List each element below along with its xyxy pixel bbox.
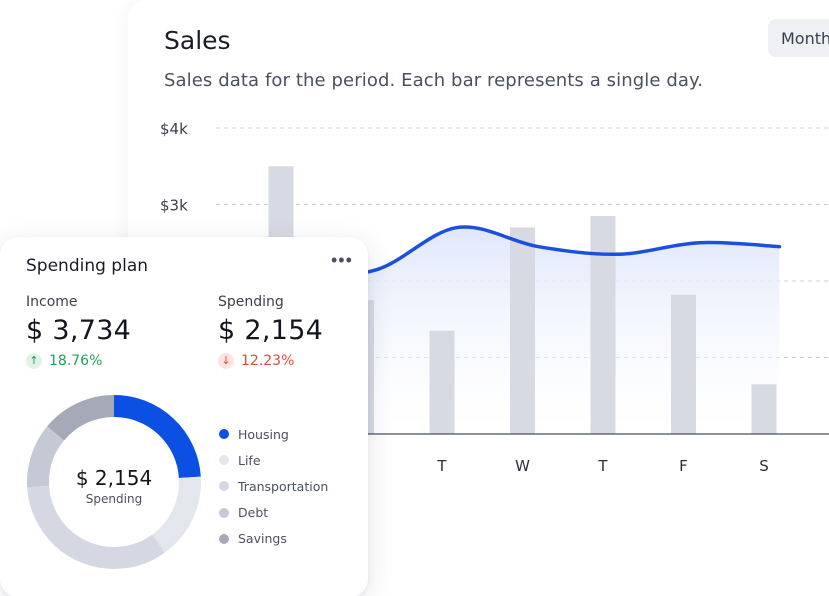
donut-center-value: $ 2,154 bbox=[75, 466, 153, 490]
spending-value: $ 2,154 bbox=[218, 315, 324, 346]
spending-change: ↓ 12.23% bbox=[218, 353, 294, 369]
sales-bar bbox=[671, 294, 696, 434]
spending-label: Spending bbox=[218, 294, 284, 310]
donut-segment bbox=[27, 395, 201, 569]
legend-label: Life bbox=[238, 452, 261, 468]
legend-item: Life bbox=[219, 447, 328, 473]
income-change-value: 18.76% bbox=[49, 353, 103, 369]
legend-item: Debt bbox=[219, 500, 328, 526]
legend-swatch bbox=[219, 481, 229, 492]
legend-swatch bbox=[219, 429, 229, 440]
donut-legend: Housing Life Transportation Debt Savings bbox=[219, 421, 328, 552]
spending-plan-title: Spending plan bbox=[26, 256, 149, 276]
x-tick-label: S bbox=[759, 457, 769, 475]
legend-item: Transportation bbox=[219, 473, 328, 499]
legend-label: Housing bbox=[238, 426, 289, 442]
income-label: Income bbox=[26, 294, 78, 310]
x-tick-label: F bbox=[679, 457, 688, 475]
donut-segment bbox=[27, 395, 201, 569]
arrow-down-icon: ↓ bbox=[218, 353, 234, 369]
legend-label: Debt bbox=[238, 505, 269, 521]
x-tick-label: T bbox=[436, 457, 447, 475]
spending-change-value: 12.23% bbox=[241, 353, 295, 369]
legend-item: Housing bbox=[219, 421, 328, 447]
legend-swatch bbox=[219, 507, 229, 518]
legend-label: Savings bbox=[238, 531, 287, 547]
sales-bar bbox=[590, 215, 616, 434]
sales-bar bbox=[510, 227, 535, 434]
period-select[interactable]: Month bbox=[768, 19, 829, 57]
legend-swatch bbox=[219, 533, 229, 544]
income-value: $ 3,734 bbox=[26, 315, 132, 346]
more-options-icon[interactable]: ••• bbox=[331, 250, 353, 270]
donut-segment bbox=[27, 395, 201, 569]
sales-subtitle: Sales data for the period. Each bar repr… bbox=[164, 70, 704, 91]
donut-segment bbox=[27, 395, 201, 569]
y-tick-label: $3k bbox=[160, 197, 188, 215]
y-tick-label: $4k bbox=[160, 120, 188, 138]
arrow-up-icon: ↑ bbox=[26, 353, 42, 369]
sales-title: Sales bbox=[164, 26, 231, 55]
sales-bar bbox=[751, 384, 777, 434]
legend-item: Savings bbox=[219, 526, 328, 552]
income-change: ↑ 18.76% bbox=[26, 353, 102, 369]
x-tick-label: T bbox=[597, 457, 608, 475]
spending-plan-card: Spending plan ••• Income $ 3,734 ↑ 18.76… bbox=[0, 237, 368, 596]
donut-center-label: Spending bbox=[85, 492, 143, 506]
legend-label: Transportation bbox=[238, 478, 329, 494]
sales-bar bbox=[429, 330, 455, 434]
spending-donut-chart bbox=[27, 395, 201, 569]
legend-swatch bbox=[219, 455, 229, 466]
x-tick-label: W bbox=[515, 457, 530, 475]
